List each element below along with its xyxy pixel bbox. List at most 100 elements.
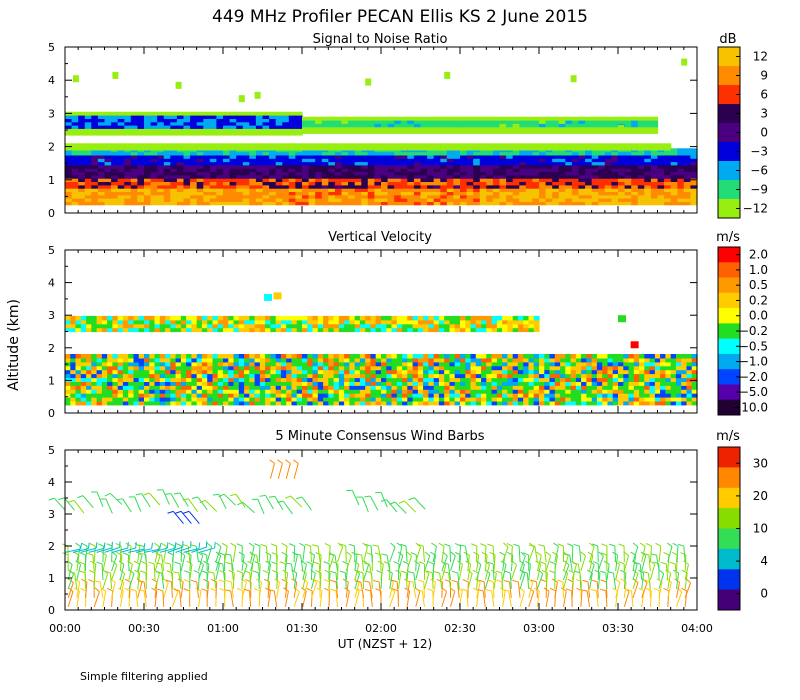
snr-cell [196,158,204,163]
snr-cell [486,158,494,163]
snr-cell [84,125,92,129]
snr-cell [499,198,507,202]
vv-cell [549,369,556,375]
vv-cell [365,315,372,321]
snr-cell [170,128,178,133]
wind-barb [293,581,298,598]
snr-cell [598,143,606,148]
vv-cell [344,327,350,333]
vv-cell [180,327,187,333]
snr-cell [466,120,474,124]
snr-cell [176,115,185,119]
wind-barb [213,572,217,589]
snr-cell [97,115,106,119]
snr-cell [315,171,323,176]
snr-cell [269,128,277,133]
vv-cell [101,365,108,371]
wind-barb-flag [201,588,208,592]
snr-cell [361,178,369,182]
vv-cell [217,365,224,371]
snr-cell [499,126,507,131]
snr-cell [328,123,336,128]
vv-cell [675,385,682,390]
snr-cell [157,125,165,129]
vv-cell [391,361,398,367]
snr-cell [183,191,191,196]
snr-cell [525,161,533,166]
vv-cell [207,373,214,379]
vv-cell [249,365,256,371]
snr-cell [157,128,165,133]
snr-cell [328,188,336,192]
snr-cell [124,131,132,136]
snr-cell [492,143,501,148]
snr-cell [275,181,283,186]
vv-cell [270,315,277,321]
vv-cell [675,400,682,406]
vv-cell [612,354,619,359]
vv-cell [444,354,451,359]
snr-cell [367,201,375,206]
vv-cell [207,315,214,321]
snr-cell [492,191,501,196]
vv-cell [496,361,503,367]
vv-cell [375,385,382,390]
vv-cell [323,327,329,333]
snr-cell [479,126,487,131]
snr-cell [190,188,198,192]
snr-cell [690,161,698,166]
snr-cell [328,126,336,131]
vv-cell [465,354,472,359]
snr-cell [624,154,632,159]
snr-cell [473,174,481,179]
snr-cell [367,154,375,159]
snr-cell [598,201,606,206]
snr-cell [209,168,217,173]
vv-cell [602,381,609,386]
vv-cell [512,400,519,406]
vv-cell [170,400,177,406]
vv-cell [144,365,150,371]
snr-cell [650,164,659,169]
vv-cell [291,400,298,406]
vv-cell [681,369,688,375]
wind-barb [310,545,312,563]
snr-cell [150,158,158,163]
vv-cell [491,319,498,325]
vv-cell [475,365,482,371]
snr-cell [262,201,270,206]
vv-cell [228,373,235,379]
vv-cell [307,365,314,371]
vv-cell [180,361,187,367]
snr-cell [196,168,204,173]
vv-cell [233,393,240,398]
snr-cell [374,168,382,173]
snr-cell [381,191,389,196]
snr-cell [117,121,125,126]
snr-cell [453,123,461,128]
vv-cell [675,354,682,359]
vv-cell [365,323,372,329]
snr-cell [124,201,132,206]
snr-cell [657,168,665,173]
snr-cell [84,115,92,119]
snr-cell [97,194,106,199]
snr-cell [216,111,224,116]
wind-barb-flag [316,587,323,592]
vv-cell [217,377,224,382]
snr-cell [598,120,606,124]
vv-cell [264,294,273,302]
vv-cell [212,315,219,321]
vv-cell [65,385,71,390]
snr-cell [591,171,599,176]
vv-cell [365,365,372,371]
snr-cell [269,151,277,156]
snr-cell [255,158,264,163]
snr-cell [604,184,612,189]
wind-barb [267,564,272,581]
snr-cell [624,201,632,206]
snr-cell [479,201,487,206]
snr-cell [525,194,533,199]
vv-cell [354,361,361,367]
vv-cell [612,373,619,379]
